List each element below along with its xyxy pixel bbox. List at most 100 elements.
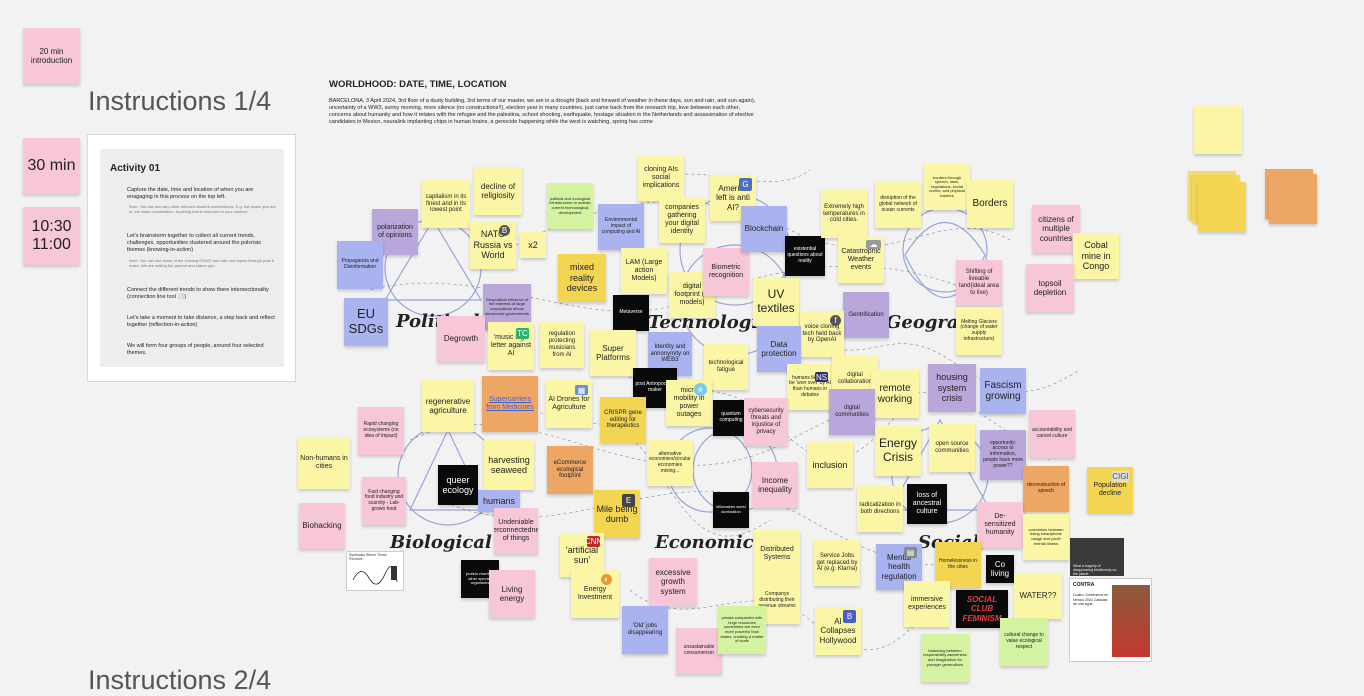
sticky-note[interactable]: CRISPR gene editing for therapeutics — [600, 397, 646, 443]
sticky-note[interactable]: Biometric recognition — [703, 248, 749, 296]
sticky-note[interactable]: political and ecological infrastructure … — [547, 183, 593, 229]
time-badge-intro[interactable]: 20 min introduction — [23, 28, 80, 84]
sticky-note[interactable]: Rapid changing ecosystems (no idea of im… — [358, 407, 404, 455]
activity-step-2-note: Note. You can use some of the existing R… — [129, 258, 274, 268]
sticky-note-link[interactable]: Supercarriers from Medicines — [482, 376, 538, 432]
sticky-note[interactable]: digital communities — [829, 389, 875, 435]
sticky-note[interactable]: Biohacking — [299, 503, 345, 549]
sticky-note[interactable]: 'Old' jobs disappearing — [622, 606, 668, 654]
sticky-note[interactable]: Mile being dumb — [594, 490, 640, 538]
sticky-note[interactable]: Super Platforms — [590, 330, 636, 376]
sticky-note[interactable]: Non-humans in cities — [298, 437, 350, 489]
activity-card[interactable]: Activity 01 Capture the date, time and l… — [87, 134, 296, 382]
sticky-note[interactable]: Propaganda and Disinformation — [337, 241, 383, 289]
sticky-note[interactable]: Cobal mine in Congo — [1073, 233, 1119, 279]
sticky-note[interactable]: EU SDGs — [344, 298, 388, 346]
sticky-note[interactable]: De-sensitized humanity — [977, 502, 1023, 548]
sticky-note[interactable]: WATER?? — [1014, 573, 1062, 619]
sticky-note[interactable]: humans — [478, 490, 520, 512]
sticky-note[interactable]: Melting Glaciers (change of water supply… — [956, 307, 1002, 355]
sticky-note[interactable]: disruption of the global network of ocea… — [875, 182, 921, 228]
sticky-note[interactable]: mixed reality devices — [558, 254, 606, 302]
sticky-note[interactable]: Gentrification — [843, 292, 889, 338]
sticky-note[interactable]: excessive growth system — [649, 558, 697, 606]
connection-line[interactable] — [649, 169, 811, 182]
photo-caption: What a tragedy of disappearing biodivers… — [1073, 564, 1117, 576]
sticky-note[interactable]: capitalism in its finest and in its lowe… — [422, 180, 470, 228]
sticky-note[interactable]: Income inequality — [752, 462, 798, 508]
sticky-note[interactable]: accountability and cancel culture — [1029, 410, 1075, 458]
photo-thumbnail[interactable]: What a tragedy of disappearing biodivers… — [1070, 538, 1124, 576]
sticky-note[interactable]: Co living — [986, 555, 1014, 583]
sticky-note[interactable]: Extremely high temperatures in cold citi… — [821, 190, 867, 238]
sketch-drawing-icon — [352, 566, 398, 585]
sticky-note[interactable]: cloning AIs social implications — [638, 155, 684, 201]
sticky-note[interactable]: Shifting of liveable land(ideal area to … — [956, 260, 1002, 306]
sticky-note[interactable]: inclusion — [807, 442, 853, 488]
sticky-note[interactable]: radicalization in both directions — [857, 486, 903, 532]
sticky-note[interactable]: remote working — [871, 370, 919, 418]
sticky-note[interactable]: polarization of opinions — [372, 209, 418, 255]
sticky-note[interactable]: Fast changing food industry and scarcity… — [362, 477, 406, 525]
time-badge-duration[interactable]: 30 min — [23, 138, 80, 194]
connection-line[interactable] — [809, 339, 1081, 392]
sticky-note[interactable]: harvesting seaweed — [484, 440, 534, 490]
sticky-note[interactable]: deconstruction of speech — [1023, 466, 1069, 512]
sticky-note[interactable]: alternative economies/circular economies… — [647, 440, 693, 486]
instructions-heading-2: Instructions 2/4 — [88, 665, 272, 695]
sticky-note[interactable]: Living energy — [489, 570, 535, 618]
sticky-note[interactable]: Metaverse — [613, 295, 649, 331]
sticky-note[interactable]: Service Jobs get replaced by AI (e.g. Kl… — [814, 540, 860, 586]
sticky-note[interactable]: private companies with huge resources so… — [718, 606, 766, 654]
sticky-note[interactable]: eCommerce ecological footprint — [547, 446, 593, 494]
sticky-note[interactable]: Blockchain — [741, 206, 787, 252]
sticky-stack-orange-front[interactable] — [1269, 174, 1317, 224]
blank-sticky-note[interactable] — [1194, 106, 1242, 154]
sticky-note[interactable]: LAM (Large action Models) — [621, 248, 667, 294]
sticky-note[interactable]: loss of ancestral culture — [907, 484, 947, 524]
news-article-thumbnail[interactable]: CONTRA Cuatro Colmeneros en México 2024 … — [1069, 578, 1152, 662]
sticky-note[interactable]: Distributed Systems — [754, 530, 800, 578]
app-logo-icon: CIGI — [1112, 471, 1129, 482]
sticky-note[interactable]: Environmental impact of computing and AI — [598, 204, 644, 250]
badge-icon: ☁ — [866, 240, 881, 249]
sticky-note[interactable]: borders through speech, laws, regulation… — [924, 164, 970, 210]
sticky-note[interactable]: Undeniable interconnectedness of things — [494, 508, 538, 554]
sticky-note[interactable]: regulation protecting musicians from AI — [540, 322, 584, 368]
category-economic: Economic — [655, 532, 754, 553]
sticky-note[interactable]: Energy Crisis — [875, 426, 921, 476]
sticky-note[interactable]: humans likely to be 'won over' by AI tha… — [787, 364, 833, 410]
sketch-thumbnail[interactable]: Symbiosis Where Those Perceive — [346, 551, 404, 591]
sticky-note[interactable]: correlation between rising smartphone us… — [1023, 514, 1069, 560]
sticky-note[interactable]: quantum computing — [713, 400, 749, 436]
sticky-note[interactable]: citizens of multiple countries — [1032, 205, 1080, 253]
sticky-note[interactable]: topsoil depletion — [1026, 264, 1074, 312]
sticky-note[interactable]: existential questions about reality — [785, 236, 825, 276]
sticky-note[interactable]: decline of religiosity — [474, 167, 522, 215]
sticky-note[interactable]: x2 — [520, 232, 546, 258]
sticky-note[interactable]: open source communities — [929, 424, 975, 472]
sticky-note[interactable]: queer ecology — [438, 465, 478, 505]
sticky-note[interactable]: Degrowth — [437, 316, 485, 362]
app-logo-icon: ▤ — [904, 547, 917, 558]
sticky-note[interactable]: Homelessness in the cities — [935, 542, 981, 588]
sticky-note[interactable]: Fascism growing — [980, 368, 1026, 414]
sticky-note[interactable]: billionaires world domination — [713, 492, 749, 528]
sticky-note[interactable]: immersive experiences — [904, 581, 950, 627]
avatar-icon: f — [830, 315, 841, 326]
sticky-note[interactable]: UV textiles — [753, 278, 799, 326]
sticky-note[interactable]: opportunity: access to information, peop… — [980, 430, 1026, 480]
sticky-note[interactable]: SOCIAL CLUB FEMINISM — [956, 590, 1008, 628]
connection-line[interactable] — [489, 201, 1011, 261]
connection-line[interactable] — [629, 589, 931, 650]
sticky-note[interactable]: regenerative agriculture — [422, 380, 474, 432]
sticky-note[interactable]: companies gathering your digital identit… — [659, 197, 705, 243]
time-badge-slot[interactable]: 10:30 11:00 — [23, 207, 80, 265]
sticky-note[interactable]: housing system crisis — [928, 364, 976, 412]
sticky-note[interactable]: cultural change to value ecological resp… — [1000, 618, 1048, 666]
sticky-note[interactable]: Borders — [967, 180, 1013, 228]
sticky-note[interactable]: balancing between responsibility awarene… — [921, 634, 969, 682]
sticky-stack-yellow-front[interactable] — [1198, 182, 1246, 232]
sticky-note[interactable]: cybersecurity threats and injustice of p… — [744, 398, 788, 446]
sticky-note[interactable]: unsustainable consumerism — [676, 628, 722, 674]
